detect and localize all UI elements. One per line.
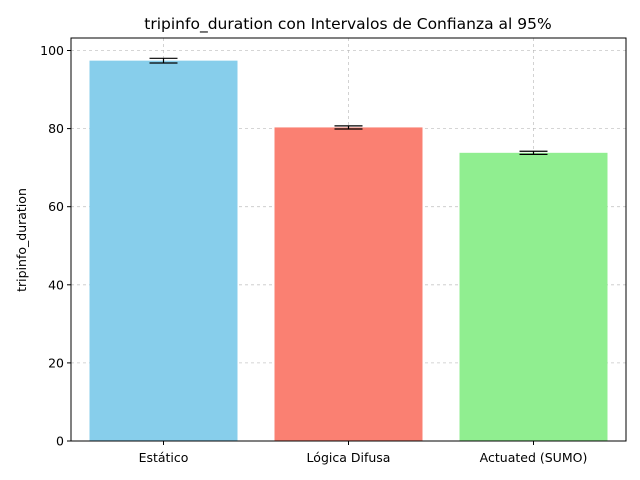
y-tick-label: 100 xyxy=(40,43,64,58)
y-tick-label: 0 xyxy=(56,434,64,449)
chart-title: tripinfo_duration con Intervalos de Conf… xyxy=(144,15,551,34)
y-axis-label: tripinfo_duration xyxy=(14,188,29,292)
y-tick-label: 40 xyxy=(48,277,64,292)
bar xyxy=(274,127,423,441)
errorbar-layer xyxy=(149,57,548,155)
y-tick-label: 60 xyxy=(48,199,64,214)
bar xyxy=(459,152,608,441)
x-axis: Estático Lógica Difusa Actuated (SUMO) xyxy=(139,441,588,465)
y-axis: 0 20 40 60 80 100 xyxy=(40,43,71,449)
y-tick-label: 80 xyxy=(48,121,64,136)
x-tick-label: Actuated (SUMO) xyxy=(480,450,588,465)
x-tick-label: Lógica Difusa xyxy=(307,450,391,465)
x-tick-label: Estático xyxy=(139,450,189,465)
bars-layer xyxy=(89,60,608,441)
bar xyxy=(89,60,238,441)
y-tick-label: 20 xyxy=(48,355,64,370)
